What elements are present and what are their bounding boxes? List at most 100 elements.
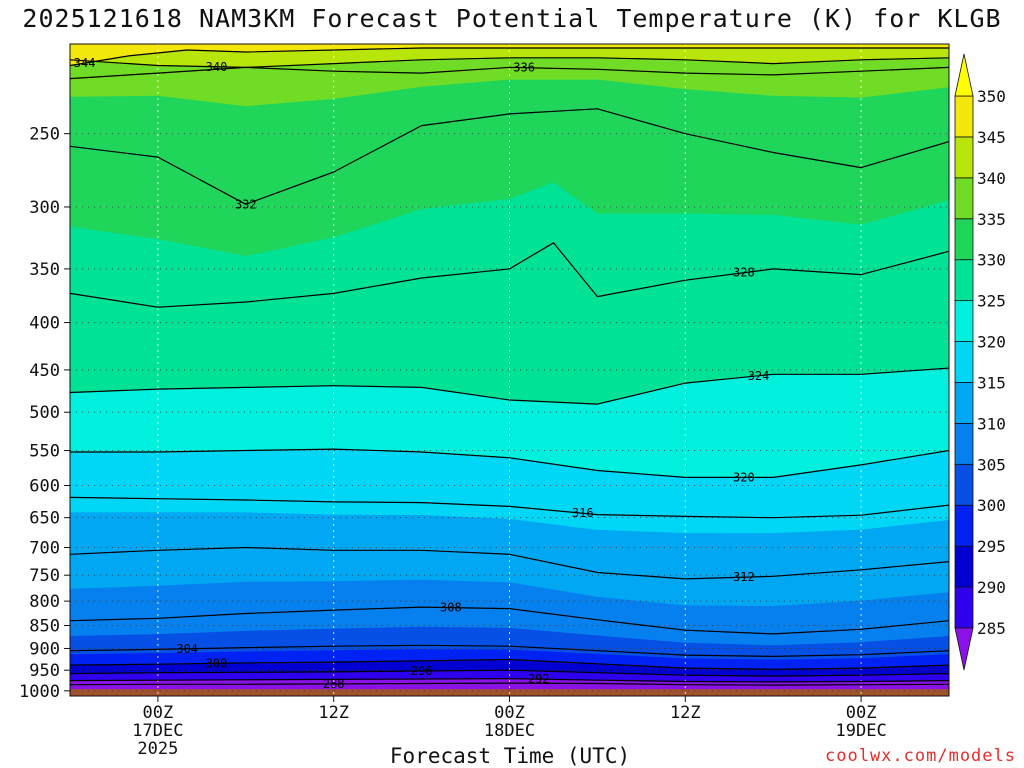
contour-label-300: 300: [206, 656, 228, 670]
contour-line-288: [70, 682, 949, 686]
colorbar-segment-345: [954, 95, 974, 138]
y-tick-label: 900: [29, 639, 60, 659]
contour-line-328: [70, 242, 949, 308]
colorbar-label: 350: [977, 87, 1006, 106]
contour-label-text: 312: [733, 570, 755, 584]
contour-line-296: [70, 669, 949, 677]
x-tick-label: 00Z: [143, 703, 174, 723]
colorbar-segment-325: [954, 259, 974, 302]
contour-label-328: 328: [733, 266, 755, 280]
y-tick-label: 650: [29, 509, 60, 529]
colorbar-segment-305: [954, 422, 974, 465]
y-axis: 250 300 350 400 450 500 550 600 650 700 750 800 850 9…: [19, 125, 70, 702]
contour-line-340: [70, 57, 949, 68]
colorbar-label: 320: [977, 333, 1006, 352]
x-tick-label: 18DEC: [484, 721, 535, 741]
colorbar: 285 290 295 300 305 310 315 320 325 330 335 340 345 3…: [954, 53, 1006, 671]
colorbar-label: 310: [977, 414, 1006, 433]
contour-label-332: 332: [235, 197, 257, 211]
contour-line-332: [70, 108, 949, 205]
contour-label-308: 308: [440, 601, 462, 615]
contour-label-292: 292: [528, 672, 550, 686]
contour-line-324: [70, 367, 949, 405]
contour-line-344: [70, 47, 949, 67]
contour-line-300: [70, 658, 949, 670]
contour-label-text: 328: [733, 266, 755, 280]
y-tick-label: 350: [29, 260, 60, 280]
contour-lines: [70, 47, 949, 686]
y-tick-label: 600: [29, 477, 60, 497]
contour-label-316: 316: [572, 506, 594, 520]
contour-label-text: 300: [206, 656, 228, 670]
colorbar-segment-340: [954, 136, 974, 179]
contour-label-text: 344: [74, 56, 96, 70]
contour-line-312: [70, 546, 949, 580]
contour-line-292: [70, 678, 949, 683]
contour-label-text: 296: [411, 664, 433, 678]
contour-label-340: 340: [206, 60, 228, 74]
contour-label-304: 304: [176, 642, 198, 656]
colorbar-label: 295: [977, 537, 1006, 556]
y-tick-label: 1000: [19, 682, 60, 702]
colorbar-top-triangle-icon: [954, 53, 974, 97]
colorbar-segment-290: [954, 545, 974, 588]
contour-label-text: 324: [748, 369, 770, 383]
contour-label-text: 336: [513, 61, 535, 75]
y-tick-label: 700: [29, 538, 60, 558]
x-tick-label: 17DEC: [132, 721, 183, 741]
contour-line-320: [70, 448, 949, 478]
contour-line-316: [70, 496, 949, 519]
grid-lines: [70, 44, 949, 696]
contour-labels: 288 292 296 300 304 308 312 316 320 324 328 332 336 3…: [74, 56, 770, 691]
y-tick-label: 750: [29, 566, 60, 586]
contour-label-text: 316: [572, 506, 594, 520]
colorbar-label: 290: [977, 578, 1006, 597]
colorbar-label: 325: [977, 292, 1006, 311]
fill-band-345: [70, 44, 949, 66]
y-tick-label: 800: [29, 592, 60, 612]
colorbar-segment-310: [954, 382, 974, 424]
colorbar-segment-300: [954, 463, 974, 506]
contour-line-308: [70, 606, 949, 635]
contour-label-text: 292: [528, 672, 550, 686]
colorbar-label: 340: [977, 169, 1006, 188]
x-tick-label: 12Z: [670, 703, 701, 723]
colorbar-label: 345: [977, 128, 1006, 147]
contour-label-320: 320: [733, 470, 755, 484]
credit-link[interactable]: coolwx.com/models: [825, 746, 1016, 766]
contour-label-text: 308: [440, 601, 462, 615]
contour-label-312: 312: [733, 570, 755, 584]
contour-label-text: 288: [323, 677, 345, 691]
y-tick-label: 450: [29, 361, 60, 381]
colorbar-label: 300: [977, 496, 1006, 515]
x-tick-label: 19DEC: [836, 721, 887, 741]
contour-label-344: 344: [74, 56, 96, 70]
contour-line-304: [70, 644, 949, 657]
colorbar-segment-295: [954, 504, 974, 547]
y-tick-label: 400: [29, 314, 60, 334]
colorbar-segment-330: [954, 218, 974, 261]
colorbar-label: 285: [977, 619, 1006, 638]
colorbar-label: 305: [977, 455, 1006, 474]
contour-label-324: 324: [748, 369, 770, 383]
x-tick-label: 12Z: [318, 703, 349, 723]
contour-label-text: 320: [733, 470, 755, 484]
contour-label-336: 336: [513, 61, 535, 75]
contour-label-text: 304: [176, 642, 198, 656]
colorbar-segment-320: [954, 300, 974, 342]
contour-label-text: 332: [235, 197, 257, 211]
y-tick-label: 250: [29, 125, 60, 145]
x-tick-label: 2025: [137, 739, 178, 759]
colorbar-segment-315: [954, 341, 974, 383]
y-tick-label: 850: [29, 616, 60, 636]
colorbar-label: 315: [977, 373, 1006, 392]
y-tick-label: 950: [29, 661, 60, 681]
colorbar-bottom-triangle-icon: [954, 627, 974, 671]
colorbar-label: 335: [977, 210, 1006, 229]
x-tick-label: 00Z: [494, 703, 525, 723]
colorbar-label: 330: [977, 251, 1006, 270]
contour-label-296: 296: [411, 664, 433, 678]
y-tick-label: 550: [29, 442, 60, 462]
